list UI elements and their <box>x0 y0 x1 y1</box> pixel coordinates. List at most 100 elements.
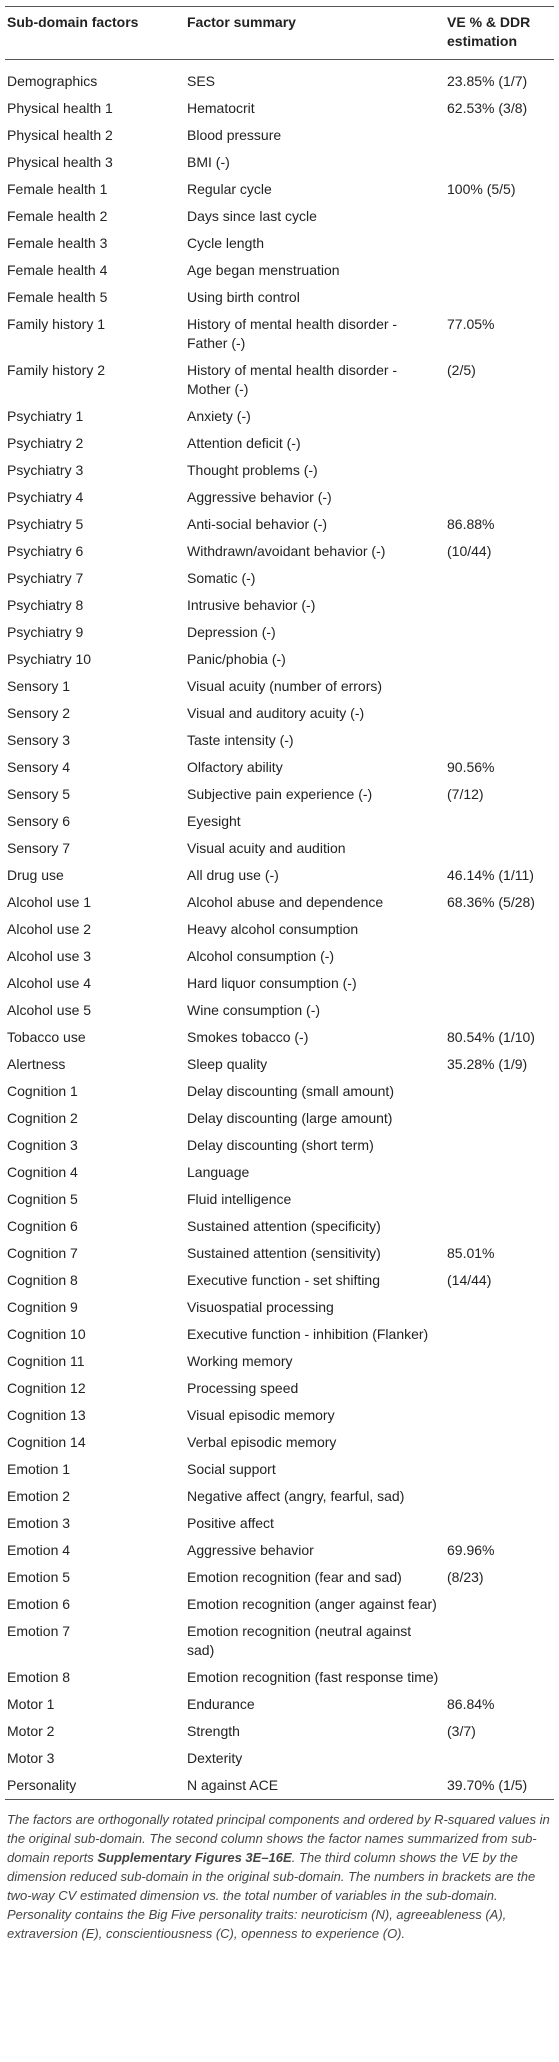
table-cell: (14/44) <box>447 1272 492 1288</box>
footnote: The factors are orthogonally rotated pri… <box>7 1810 552 1943</box>
table-cell: Motor 2 <box>7 1723 55 1739</box>
table-cell <box>445 403 554 430</box>
table-row: Cognition 5 Fluid intelligence <box>5 1186 554 1213</box>
table-row: Psychiatry 2 Attention deficit (-) <box>5 430 554 457</box>
table-cell: Emotion 6 <box>7 1596 71 1612</box>
table-cell: Alcohol consumption (-) <box>187 948 335 964</box>
table-cell: Cognition 4 <box>7 1164 78 1180</box>
table-cell <box>445 284 554 311</box>
table-cell: Personality <box>7 1777 77 1793</box>
table-cell: Days since last cycle <box>187 208 317 224</box>
table-cell: Aggressive behavior (-) <box>187 489 332 505</box>
table-cell <box>445 943 554 970</box>
table-cell: Cognition 7 <box>7 1245 78 1261</box>
table-row: Alcohol use 5 Wine consumption (-) <box>5 997 554 1024</box>
table-row: Cognition 11 Working memory <box>5 1348 554 1375</box>
table-row: Alertness Sleep quality 35.28% (1/9) <box>5 1051 554 1078</box>
table-cell: Cognition 13 <box>7 1407 86 1423</box>
table-row: Physical health 3 BMI (-) <box>5 149 554 176</box>
table-cell: Alcohol use 3 <box>7 948 92 964</box>
table-row: Motor 2 Strength (3/7) <box>5 1718 554 1745</box>
table-cell: Emotion recognition (fear and sad) <box>187 1569 402 1585</box>
table-row: Psychiatry 9 Depression (-) <box>5 619 554 646</box>
table-cell: 69.96% <box>447 1542 495 1558</box>
table-cell: 77.05% <box>447 316 495 332</box>
table-row: Cognition 1 Delay discounting (small amou… <box>5 1078 554 1105</box>
table-row: Family history 2 History of mental health… <box>5 357 554 403</box>
table-cell: History of mental health disorder - Fath… <box>187 316 398 351</box>
table-cell: Cognition 2 <box>7 1110 78 1126</box>
document: Sub-domain factors Factor summary VE % & D… <box>5 6 554 1943</box>
table-cell: Delay discounting (small amount) <box>187 1083 394 1099</box>
table-row: Alcohol use 1 Alcohol abuse and dependenc… <box>5 889 554 916</box>
table-cell <box>445 1186 554 1213</box>
table-row: Emotion 4 Aggressive behavior 69.96% <box>5 1537 554 1564</box>
table-row: Alcohol use 3 Alcohol consumption (-) <box>5 943 554 970</box>
table-cell: Fluid intelligence <box>187 1191 292 1207</box>
table-row: Emotion 2 Negative affect (angry, fearful… <box>5 1483 554 1510</box>
table-cell: (2/5) <box>447 362 476 378</box>
table-row: Family history 1 History of mental health… <box>5 311 554 357</box>
table-cell: Motor 3 <box>7 1750 55 1766</box>
table-cell: Sensory 3 <box>7 732 71 748</box>
table-cell <box>445 1591 554 1618</box>
header-cell: Factor summary <box>187 14 296 30</box>
table-row: Emotion 8 Emotion recognition (fast respo… <box>5 1664 554 1691</box>
table-row: Cognition 14 Verbal episodic memory <box>5 1429 554 1456</box>
table-cell: (7/12) <box>447 786 484 802</box>
table-row: Sensory 4 Olfactory ability 90.56% <box>5 754 554 781</box>
table-cell: Female health 5 <box>7 289 108 305</box>
table-cell: Verbal episodic memory <box>187 1434 337 1450</box>
table-row: Alcohol use 4 Hard liquor consumption (-) <box>5 970 554 997</box>
table-cell: 35.28% (1/9) <box>447 1056 528 1072</box>
table-row: Emotion 1 Social support <box>5 1456 554 1483</box>
table-row: Sensory 2 Visual and auditory acuity (-) <box>5 700 554 727</box>
table-cell: Female health 4 <box>7 262 108 278</box>
table-cell: Hard liquor consumption (-) <box>187 975 357 991</box>
table-cell <box>445 1618 554 1664</box>
table-cell: Alertness <box>7 1056 66 1072</box>
table-cell: Visual episodic memory <box>187 1407 335 1423</box>
table-cell: (3/7) <box>447 1723 476 1739</box>
table-cell: Emotion recognition (fast response time) <box>187 1669 439 1685</box>
table-cell <box>445 1105 554 1132</box>
table-cell: Anti-social behavior (-) <box>187 516 328 532</box>
table-header: Sub-domain factors Factor summary VE % & D… <box>5 6 554 60</box>
header-cell: VE % & DDR estimation <box>447 14 531 49</box>
table-cell <box>445 1483 554 1510</box>
table-cell <box>445 122 554 149</box>
table-cell: (8/23) <box>447 1569 484 1585</box>
table-cell <box>445 1429 554 1456</box>
table-cell: Emotion 7 <box>7 1623 71 1639</box>
table-cell: Sensory 1 <box>7 678 71 694</box>
table-row: Psychiatry 7 Somatic (-) <box>5 565 554 592</box>
table-cell: Emotion recognition (anger against fear) <box>187 1596 437 1612</box>
table-row: Psychiatry 10 Panic/phobia (-) <box>5 646 554 673</box>
table-row: Cognition 2 Delay discounting (large amou… <box>5 1105 554 1132</box>
table-cell: 85.01% <box>447 1245 495 1261</box>
table-cell: Cycle length <box>187 235 265 251</box>
table-cell: Female health 3 <box>7 235 108 251</box>
table-cell: 46.14% (1/11) <box>447 867 534 883</box>
table-cell: Delay discounting (short term) <box>187 1137 374 1153</box>
table-body: Demographics SES 23.85% (1/7) Physical heal… <box>5 60 554 1800</box>
table-row: Sensory 3 Taste intensity (-) <box>5 727 554 754</box>
table-row: Physical health 1 Hematocrit 62.53% (3/8) <box>5 95 554 122</box>
table-row: Sensory 6 Eyesight <box>5 808 554 835</box>
table-cell <box>445 484 554 511</box>
table-cell: Demographics <box>7 73 98 89</box>
table-cell: Attention deficit (-) <box>187 435 301 451</box>
header-cell: Sub-domain factors <box>7 14 139 30</box>
table-cell: Alcohol use 4 <box>7 975 92 991</box>
table-cell <box>445 1510 554 1537</box>
table-cell: Cognition 12 <box>7 1380 86 1396</box>
table-cell: Endurance <box>187 1696 255 1712</box>
table-cell <box>445 673 554 700</box>
table-cell: Sensory 5 <box>7 786 71 802</box>
table-cell: Eyesight <box>187 813 241 829</box>
table-cell: Emotion 1 <box>7 1461 71 1477</box>
table-cell: Dexterity <box>187 1750 243 1766</box>
table-cell: Working memory <box>187 1353 293 1369</box>
table-cell: Emotion 3 <box>7 1515 71 1531</box>
table-cell: 62.53% (3/8) <box>447 100 528 116</box>
